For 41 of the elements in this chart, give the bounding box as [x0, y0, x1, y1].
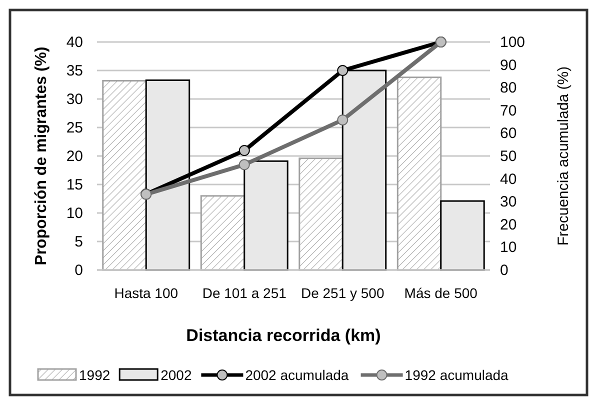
y2-tick-label: 70 [500, 102, 517, 120]
y2-tick-label: 90 [500, 56, 517, 74]
bar [396, 76, 442, 271]
x-tick-label: Hasta 100 [114, 285, 178, 301]
legend-label: 2002 acumulada [245, 367, 349, 383]
bar [102, 80, 147, 271]
y-tick-label: 25 [66, 120, 83, 136]
point [337, 65, 348, 76]
y-tick-label: 10 [66, 205, 83, 222]
x-tick-label: De 101 a 251 [202, 285, 287, 301]
y2-tick-label: 100 [500, 34, 526, 51]
bar [298, 158, 344, 271]
y-tick-label: 15 [66, 176, 83, 194]
y2-tick-label: 80 [500, 80, 517, 97]
point [238, 145, 250, 156]
legend-label: 2002 [160, 367, 192, 383]
y2-axis-title: Frecuencia acumulada (%) [555, 66, 572, 246]
y-tick-label: 20 [66, 148, 83, 165]
point [238, 159, 250, 170]
y2-tick-label: 20 [500, 216, 517, 234]
y2-tick-label: 50 [500, 148, 517, 165]
y-tick-label: 35 [66, 62, 83, 80]
y-tick-label: 40 [66, 34, 83, 51]
y-tick-label: 5 [74, 234, 83, 250]
legend-label: 1992 acumulada [404, 367, 509, 383]
y2-tick-label: 60 [500, 125, 517, 142]
y2-tick-label: 10 [500, 239, 517, 256]
y2-tick-label: 0 [500, 262, 508, 279]
y2-tick-label: 40 [500, 170, 517, 188]
y-tick-label: 30 [66, 91, 83, 108]
x-tick-label: Más de 500 [404, 285, 478, 301]
bar [440, 200, 485, 271]
bar [244, 160, 288, 271]
y-axis-title: Proporción de migrantes (%) [33, 46, 50, 266]
legend-label: 1992 [79, 367, 110, 383]
x-tick-label: De 251 y 500 [300, 285, 384, 301]
y2-tick-label: 30 [500, 194, 517, 211]
bar [200, 195, 246, 271]
x-axis-title: Distancia recorrida (km) [186, 326, 381, 345]
point [337, 114, 348, 126]
y-tick-label: 0 [74, 262, 83, 279]
